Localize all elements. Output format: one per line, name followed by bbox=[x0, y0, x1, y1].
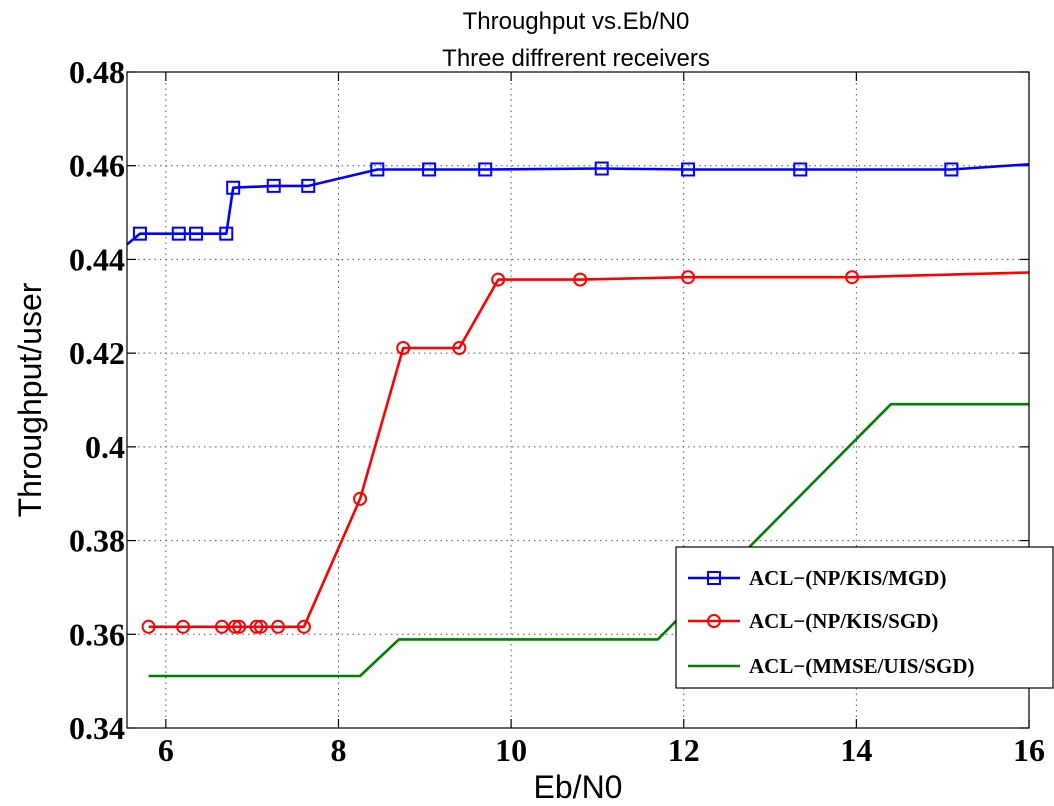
chart-title: Throughput vs.Eb/N0 bbox=[463, 8, 690, 35]
data-point bbox=[370, 162, 385, 177]
y-axis-label: Throughput/user bbox=[12, 282, 48, 517]
data-point bbox=[422, 162, 437, 177]
y-tick-labels: 0.34 0.36 0.38 0.4 0.42 0.44 0.46 0.48 bbox=[69, 54, 125, 746]
y-tick-label: 0.46 bbox=[69, 148, 125, 184]
x-tick-label: 10 bbox=[495, 732, 527, 768]
x-tick-label: 14 bbox=[840, 732, 872, 768]
x-tick-label: 6 bbox=[158, 732, 174, 768]
data-point bbox=[171, 226, 186, 241]
legend-entry: ACL−(NP/KIS/MGD) bbox=[688, 566, 946, 590]
legend-marker bbox=[707, 614, 721, 628]
y-tick-label: 0.42 bbox=[69, 335, 125, 371]
y-tick-label: 0.48 bbox=[69, 54, 125, 90]
data-point bbox=[793, 162, 808, 177]
grid bbox=[127, 72, 1029, 728]
data-point bbox=[141, 619, 156, 634]
plot-frame bbox=[126, 71, 1030, 729]
series-0 bbox=[126, 161, 1030, 246]
legend-label: ACL−(NP/KIS/SGD) bbox=[749, 609, 938, 633]
chart-subtitle: Three diffrerent receivers bbox=[442, 45, 710, 72]
x-tick-label: 16 bbox=[1013, 732, 1045, 768]
data-point bbox=[944, 162, 959, 177]
y-tick-label: 0.36 bbox=[69, 616, 125, 652]
data-point bbox=[271, 619, 286, 634]
data-point bbox=[681, 162, 696, 177]
data-point bbox=[227, 619, 242, 634]
legend-label: ACL−(NP/KIS/MGD) bbox=[749, 566, 946, 590]
series-2 bbox=[148, 402, 1029, 678]
series-1 bbox=[141, 270, 1030, 634]
legend-entry: ACL−(NP/KIS/SGD) bbox=[688, 609, 938, 633]
data-point bbox=[478, 162, 493, 177]
data-point bbox=[176, 619, 191, 634]
data-point bbox=[189, 226, 204, 241]
series-layer bbox=[126, 161, 1030, 678]
series-line bbox=[148, 402, 1029, 678]
legend: ACL−(NP/KIS/MGD) ACL−(NP/KIS/SGD) ACL−(MMS… bbox=[675, 546, 1054, 689]
series-line bbox=[148, 271, 1030, 629]
y-tick-label: 0.34 bbox=[69, 710, 125, 746]
data-point bbox=[452, 340, 467, 355]
data-point bbox=[226, 180, 241, 195]
y-tick-label: 0.4 bbox=[85, 429, 125, 465]
x-tick-label: 12 bbox=[668, 732, 700, 768]
legend-label: ACL−(MMSE/UIS/SGD) bbox=[749, 654, 974, 678]
data-point bbox=[266, 178, 281, 193]
data-point bbox=[353, 491, 368, 506]
data-point bbox=[681, 270, 696, 285]
data-point bbox=[296, 619, 311, 634]
data-point bbox=[132, 226, 147, 241]
data-point bbox=[219, 226, 234, 241]
data-point bbox=[232, 619, 247, 634]
y-tick-label: 0.38 bbox=[69, 523, 125, 559]
data-point bbox=[573, 272, 588, 287]
legend-entry: ACL−(MMSE/UIS/SGD) bbox=[688, 654, 974, 678]
x-axis-label: Eb/N0 bbox=[534, 769, 623, 805]
data-point bbox=[845, 270, 860, 285]
y-tick-label: 0.44 bbox=[69, 241, 125, 277]
x-tick-label: 8 bbox=[330, 732, 346, 768]
x-tick-labels: 6 8 10 12 14 16 bbox=[158, 732, 1045, 768]
data-point bbox=[253, 619, 268, 634]
data-point bbox=[396, 340, 411, 355]
series-line bbox=[126, 163, 1030, 246]
legend-marker bbox=[707, 571, 721, 585]
data-point bbox=[594, 161, 609, 176]
data-point bbox=[491, 272, 506, 287]
data-point bbox=[301, 178, 316, 193]
legend-box bbox=[675, 546, 1054, 689]
data-point bbox=[249, 619, 264, 634]
